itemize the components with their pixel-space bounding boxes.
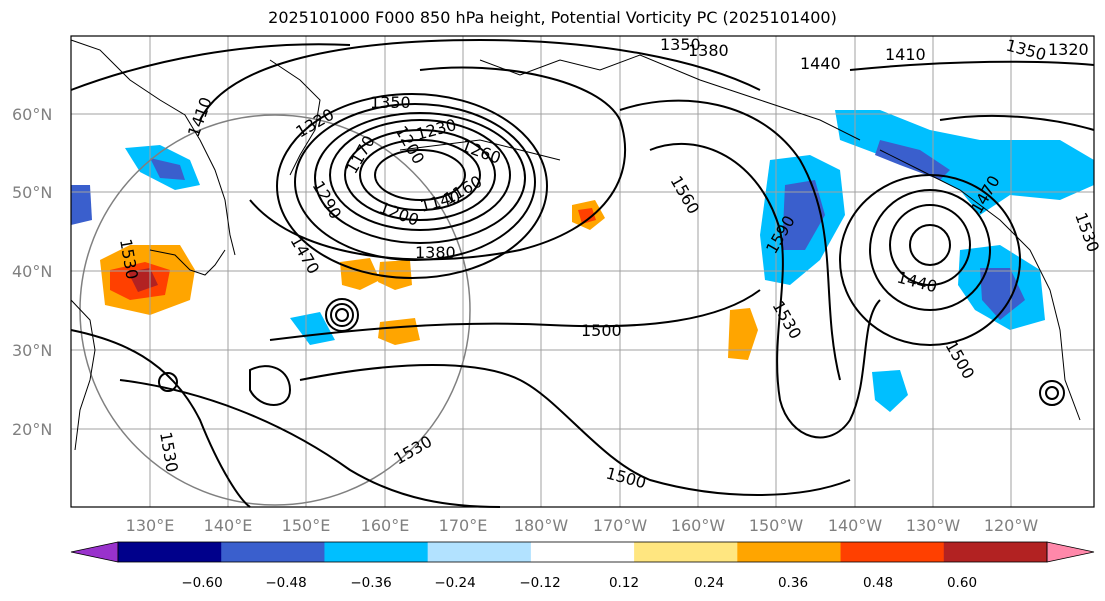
colorbar-tick: −0.12 (519, 575, 560, 591)
colorbar-left-arrow (70, 541, 119, 563)
pv-patch-korea-core (150, 158, 185, 180)
pv-patch-us-west-core (980, 268, 1025, 320)
pv-patch-gulf-alaska-core (782, 180, 825, 250)
lon-label: 180°W (514, 516, 569, 535)
contour-label: 1380 (688, 41, 729, 60)
colorbar-ticks: −0.60 −0.48 −0.36 −0.24 −0.12 0.12 0.24 … (181, 575, 977, 591)
coast-aleutians (399, 139, 561, 161)
colorbar-segment (840, 542, 945, 562)
colorbar-outline (117, 541, 1048, 563)
lon-label: 150°E (282, 516, 331, 535)
colorbar-segment (324, 542, 429, 562)
colorbar: −0.60 −0.48 −0.36 −0.24 −0.12 0.12 0.24 … (70, 541, 1095, 591)
colorbar-segment (634, 542, 738, 562)
lon-label: 120°W (984, 516, 1039, 535)
lon-label: 140°W (828, 516, 883, 535)
map-frame (70, 35, 1095, 508)
longitude-labels: 130°E 140°E 150°E 160°E 170°E 180°W 170°… (126, 516, 1039, 535)
colorbar-tick: −0.48 (265, 575, 306, 591)
contour-label: 1350 (370, 93, 411, 112)
colorbar-right-arrow (1046, 541, 1095, 563)
lon-label: 170°E (439, 516, 488, 535)
lat-label: 50°N (12, 183, 52, 202)
coast-alaska (479, 54, 861, 141)
pv-patch-low-blue (290, 312, 335, 345)
colorbar-tick: −0.24 (434, 575, 475, 591)
colorbar-tick: −0.60 (181, 575, 222, 591)
contour-label: 1320 (1048, 40, 1089, 59)
contour-label: 1410 (885, 45, 926, 64)
pv-patch-kamchatka (340, 258, 380, 290)
pv-patch-alaska-coast (835, 110, 1094, 215)
latitude-labels: 60°N 50°N 40°N 30°N 20°N (12, 105, 52, 439)
colorbar-segment (221, 542, 325, 562)
coastlines (70, 39, 1081, 451)
pv-patch-north-pac-core (578, 208, 596, 224)
lon-label: 130°E (126, 516, 175, 535)
grid-lines (71, 36, 1094, 507)
lon-label: 140°E (204, 516, 253, 535)
pv-patch-mid-pac (378, 318, 420, 345)
pv-patch-hawaii-north (872, 370, 908, 412)
colorbar-segment (943, 542, 1048, 562)
lat-label: 30°N (12, 341, 52, 360)
coast-kamchatka (269, 59, 321, 176)
height-contours (70, 38, 1095, 508)
lon-label: 170°W (593, 516, 648, 535)
coast-japan (149, 249, 226, 276)
colorbar-segment (737, 542, 842, 562)
lat-label: 60°N (12, 105, 52, 124)
lon-label: 130°W (906, 516, 961, 535)
colorbar-tick: 0.12 (609, 575, 639, 591)
map-title: 2025101000 F000 850 hPa height, Potentia… (268, 8, 837, 27)
lon-label: 150°W (749, 516, 804, 535)
colorbar-tick: 0.36 (778, 575, 808, 591)
contour-label: 1500 (581, 321, 622, 340)
colorbar-tick: 0.24 (694, 575, 724, 591)
pv-patch-east-pac (728, 308, 758, 360)
colorbar-segment (427, 542, 532, 562)
pv-patch-alaska-coast-core (875, 140, 950, 180)
contour-label: 1350 (660, 35, 701, 54)
colorbar-segment (530, 542, 635, 562)
pv-shading (71, 110, 1094, 412)
colorbar-tick: −0.36 (350, 575, 391, 591)
lat-label: 20°N (12, 420, 52, 439)
lon-label: 160°W (671, 516, 726, 535)
contour-label: 1440 (800, 54, 841, 73)
pv-patch-kamchatka-2 (378, 260, 412, 290)
contour-label: 1380 (415, 243, 456, 262)
colorbar-segment (118, 542, 222, 562)
pv-patch-west-edge (71, 185, 92, 225)
lon-label: 160°E (361, 516, 410, 535)
coast-bc (879, 149, 1081, 421)
lat-label: 40°N (12, 262, 52, 281)
colorbar-tick: 0.48 (863, 575, 893, 591)
colorbar-tick: 0.60 (947, 575, 977, 591)
colorbar-segments (118, 542, 1048, 562)
coast-asia (70, 39, 236, 256)
coast-east-asia-south (70, 299, 96, 451)
